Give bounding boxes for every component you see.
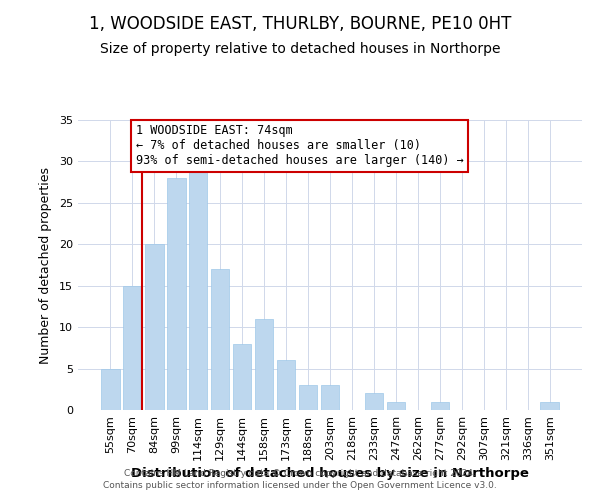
Y-axis label: Number of detached properties: Number of detached properties: [39, 166, 52, 364]
Text: 1 WOODSIDE EAST: 74sqm
← 7% of detached houses are smaller (10)
93% of semi-deta: 1 WOODSIDE EAST: 74sqm ← 7% of detached …: [136, 124, 464, 168]
Bar: [431, 402, 449, 410]
Bar: [167, 178, 185, 410]
Bar: [189, 170, 208, 410]
Bar: [299, 385, 317, 410]
X-axis label: Distribution of detached houses by size in Northorpe: Distribution of detached houses by size …: [131, 467, 529, 480]
Bar: [386, 402, 405, 410]
Bar: [541, 402, 559, 410]
Bar: [277, 360, 295, 410]
Bar: [233, 344, 251, 410]
Bar: [255, 319, 274, 410]
Bar: [320, 385, 340, 410]
Text: 1, WOODSIDE EAST, THURLBY, BOURNE, PE10 0HT: 1, WOODSIDE EAST, THURLBY, BOURNE, PE10 …: [89, 15, 511, 33]
Bar: [101, 368, 119, 410]
Text: Size of property relative to detached houses in Northorpe: Size of property relative to detached ho…: [100, 42, 500, 56]
Bar: [145, 244, 164, 410]
Text: Contains public sector information licensed under the Open Government Licence v3: Contains public sector information licen…: [103, 481, 497, 490]
Bar: [365, 394, 383, 410]
Bar: [211, 269, 229, 410]
Text: Contains HM Land Registry data © Crown copyright and database right 2024.: Contains HM Land Registry data © Crown c…: [124, 468, 476, 477]
Bar: [123, 286, 142, 410]
